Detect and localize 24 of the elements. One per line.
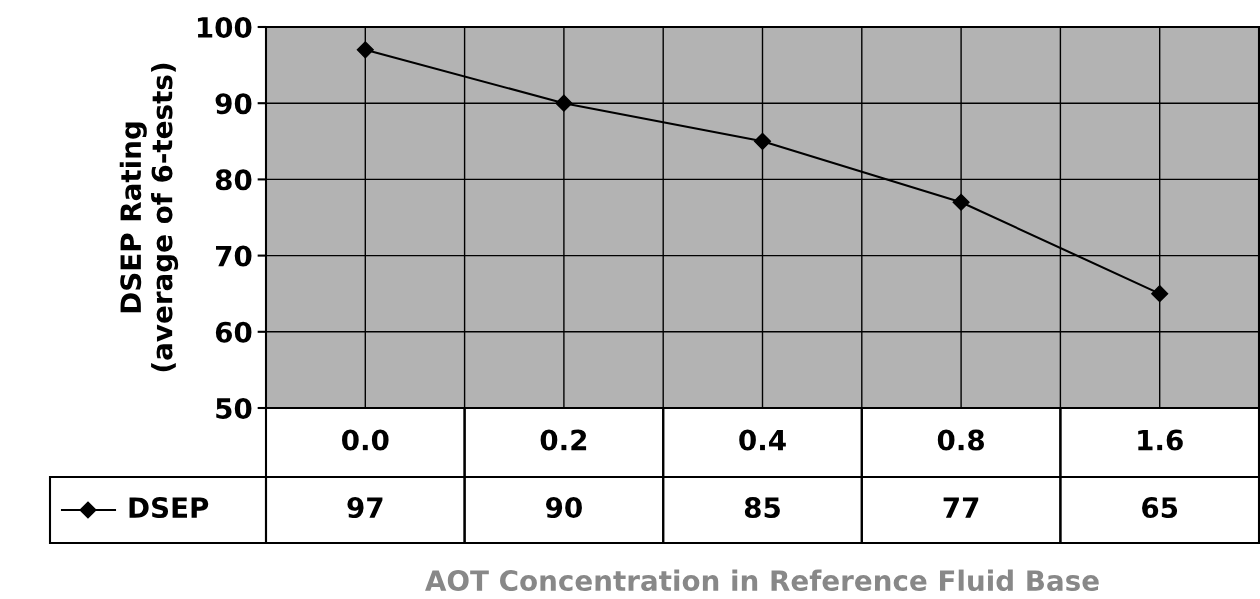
- y-axis-title: DSEP Rating (average of 6-tests): [119, 63, 179, 372]
- y-tick-label: 70: [216, 245, 252, 267]
- data-label: 97: [347, 497, 383, 519]
- data-label: 65: [1142, 497, 1178, 519]
- point: [952, 193, 970, 211]
- x-tick-label: 0.4: [739, 429, 786, 451]
- data-label: 77: [943, 497, 979, 518]
- x-tick-label: 1.6: [1138, 429, 1183, 451]
- x-axis-title: AOT Concentration in Reference Fluid Base: [425, 569, 1099, 592]
- y-tick-label: 100: [197, 16, 252, 38]
- x-tick-label: 0.8: [937, 429, 984, 451]
- x-tick-label: 0.2: [540, 429, 587, 451]
- data-label: 85: [744, 497, 780, 519]
- legend-label: DSEP: [129, 497, 209, 519]
- y-tick-label: 60: [215, 321, 252, 343]
- point: [356, 41, 374, 59]
- y-tick-label: 90: [215, 93, 252, 115]
- point: [753, 132, 772, 150]
- data-label: 90: [546, 497, 582, 519]
- point: [555, 94, 573, 112]
- y-tick-label: 50: [216, 397, 252, 419]
- y-tick-label: 80: [215, 169, 252, 191]
- x-tick-label: 0.0: [342, 429, 389, 451]
- point: [1151, 285, 1169, 303]
